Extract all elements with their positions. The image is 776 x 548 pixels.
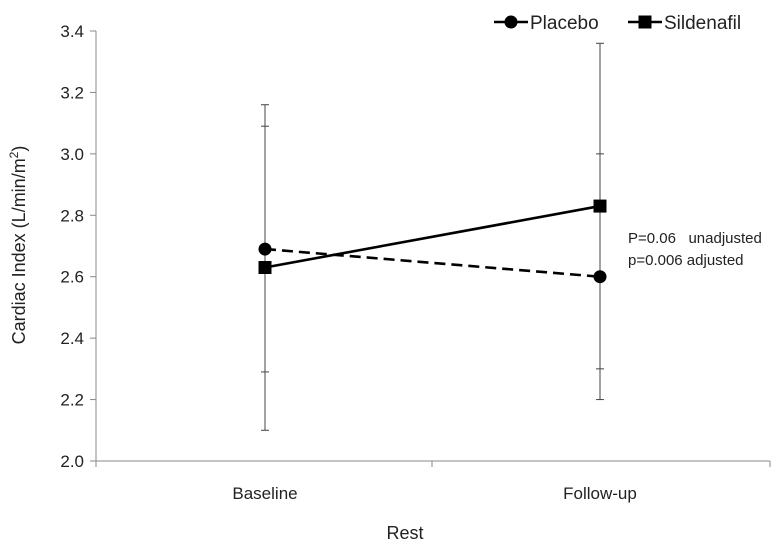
point-sildenafil [593,199,607,213]
series-line-sildenafil [264,204,601,269]
y-tick-label: 2.2 [60,391,84,410]
y-tick-label: 3.2 [60,83,84,102]
legend-label-placebo: Placebo [530,13,599,34]
y-axis-title-sup: 2 [7,151,21,158]
y-tick-label: 2.0 [60,452,84,471]
point-sildenafil [258,261,272,274]
x-axis-title: Rest [386,523,423,543]
point-placebo [258,242,272,256]
x-tick-label: Baseline [232,484,297,503]
y-tick-label: 3.0 [60,145,84,164]
y-axis-title-main: Cardiac Index (L/min/m [9,158,29,344]
series-markers [258,199,607,284]
y-tick-label: 2.8 [60,206,84,225]
y-tick-label: 3.4 [60,22,84,41]
y-tick-label: 2.6 [60,268,84,287]
legend: Placebo Sildenafil [494,13,741,34]
y-axis-title-close: ) [9,146,29,152]
y-tick-label: 2.4 [60,329,84,348]
p-value-annotation: P=0.06 unadjusted [628,230,762,247]
series-lines [264,204,601,279]
p-value-annotation: p=0.006 adjusted [628,252,744,269]
point-placebo [593,270,607,284]
legend-marker-sildenafil [638,15,652,29]
annotations: P=0.06 unadjusted p=0.006 adjusted [628,230,762,269]
series-line-placebo [264,247,601,279]
y-axis-title: Cardiac Index (L/min/m2) [7,146,29,345]
axes: 2.0 2.2 2.4 2.6 2.8 3.0 3.2 3.4 Baseline Follow-u… [60,22,771,503]
x-tick-label: Follow-up [563,484,637,503]
legend-marker-placebo [504,15,518,29]
legend-label-sildenafil: Sildenafil [664,13,741,34]
